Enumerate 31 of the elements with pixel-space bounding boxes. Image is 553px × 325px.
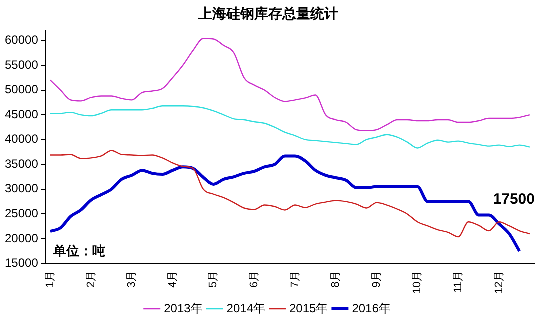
y-tick-label: 50000 xyxy=(4,82,39,97)
line-series xyxy=(50,106,530,149)
y-tick-label: 40000 xyxy=(4,132,39,146)
y-tick-label: 60000 xyxy=(4,33,39,48)
annotation: 17500 xyxy=(493,191,535,208)
y-tick-label: 30000 xyxy=(4,182,39,196)
x-tick-label: 6月 xyxy=(248,270,261,288)
chart-title: 上海硅钢库存总量统计 xyxy=(198,5,338,22)
x-tick-label: 5月 xyxy=(208,270,220,288)
legend-label: 2014年 xyxy=(226,301,266,316)
y-tick-label: 25000 xyxy=(4,206,39,221)
x-tick-label: 11月 xyxy=(452,270,465,294)
y-tick-label: 15000 xyxy=(4,256,39,270)
x-tick-label: 12月 xyxy=(493,270,506,294)
line-series xyxy=(50,38,530,132)
y-tick-label: 20000 xyxy=(4,231,39,246)
annotation: 单位：吨 xyxy=(52,243,106,258)
x-tick-label: 7月 xyxy=(289,270,302,288)
x-tick-label: 10月 xyxy=(412,270,424,294)
x-tick-label: 9月 xyxy=(370,270,383,288)
y-tick-label: 35000 xyxy=(4,156,39,171)
x-tick-label: 4月 xyxy=(166,270,179,288)
x-tick-label: 3月 xyxy=(126,270,138,288)
y-tick-label: 45000 xyxy=(4,107,39,122)
x-tick-label: 2月 xyxy=(85,270,98,288)
y-tick-label: 55000 xyxy=(4,58,39,72)
x-tick-label: 1月 xyxy=(44,270,56,288)
legend-label: 2016年 xyxy=(352,301,391,316)
legend-label: 2013年 xyxy=(164,301,203,316)
legend-label: 2015年 xyxy=(290,301,328,316)
x-tick-label: 8月 xyxy=(330,270,342,288)
